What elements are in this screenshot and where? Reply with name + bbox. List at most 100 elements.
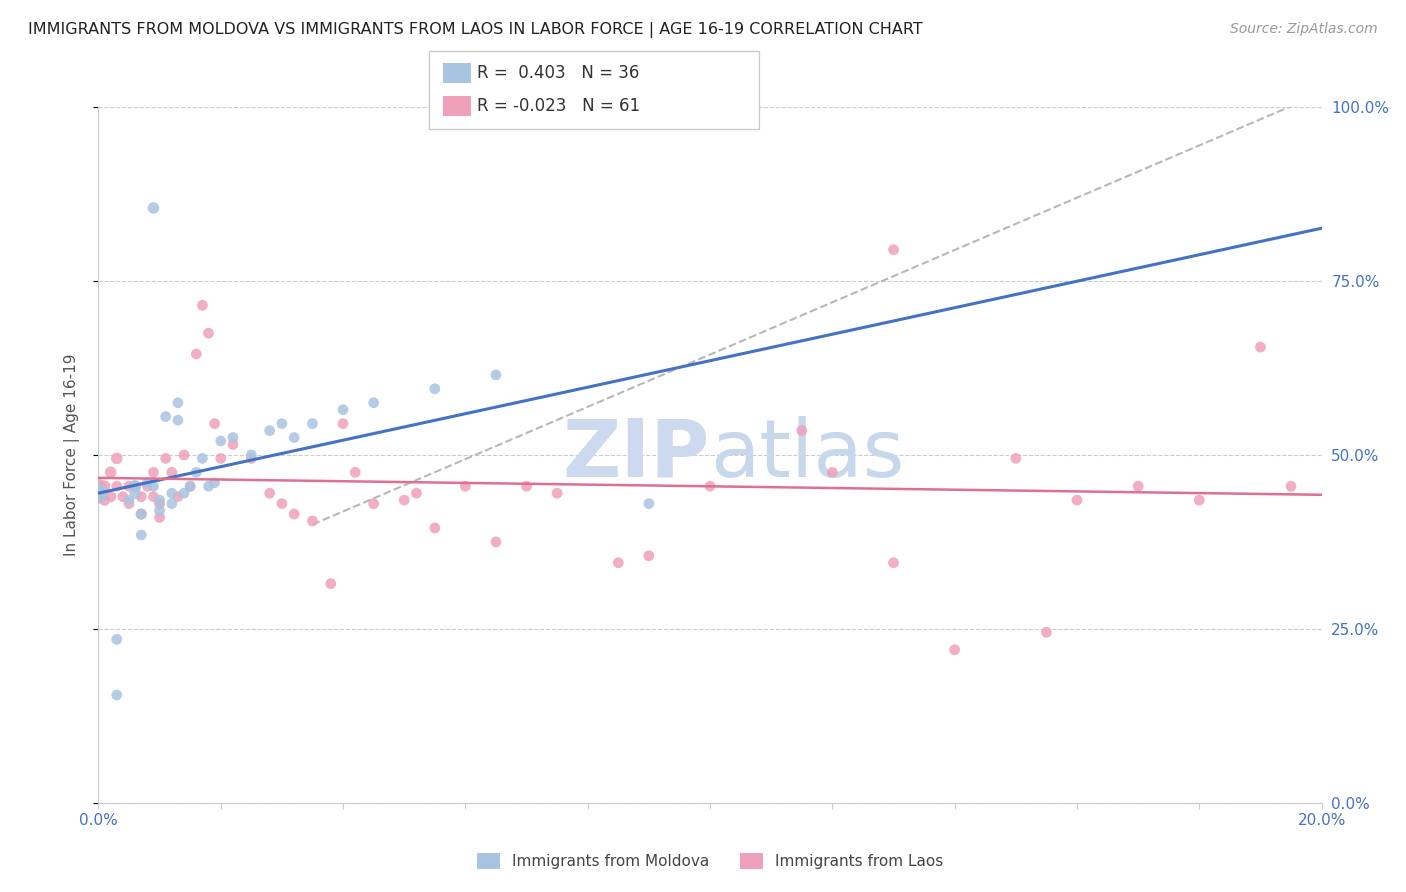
Point — [363, 497, 385, 511]
Point — [392, 493, 416, 508]
Point — [136, 475, 159, 490]
Point — [87, 479, 110, 493]
Point — [167, 413, 190, 427]
Point — [191, 298, 214, 312]
Point — [149, 503, 172, 517]
Point — [142, 201, 165, 215]
Point — [209, 451, 232, 466]
Point — [105, 688, 128, 702]
Point — [222, 431, 245, 445]
Point — [173, 486, 195, 500]
Point — [204, 475, 226, 490]
Point — [1249, 340, 1271, 354]
Point — [129, 490, 152, 504]
Text: IMMIGRANTS FROM MOLDOVA VS IMMIGRANTS FROM LAOS IN LABOR FORCE | AGE 16-19 CORRE: IMMIGRANTS FROM MOLDOVA VS IMMIGRANTS FR… — [28, 22, 922, 38]
Point — [204, 417, 226, 431]
Point — [607, 556, 630, 570]
Point — [167, 490, 190, 504]
Text: R =  0.403   N = 36: R = 0.403 N = 36 — [477, 64, 638, 82]
Text: Source: ZipAtlas.com: Source: ZipAtlas.com — [1230, 22, 1378, 37]
Point — [160, 486, 183, 500]
Point — [142, 479, 165, 493]
Point — [173, 448, 195, 462]
Point — [149, 497, 172, 511]
Point — [155, 451, 177, 466]
Point — [105, 451, 128, 466]
Point — [124, 479, 146, 493]
Point — [118, 493, 141, 508]
Point — [637, 549, 661, 563]
Point — [301, 417, 323, 431]
Point — [821, 466, 844, 480]
Point — [142, 466, 165, 480]
Point — [1004, 451, 1026, 466]
Point — [699, 479, 721, 493]
Point — [259, 424, 281, 438]
Point — [363, 396, 385, 410]
Point — [883, 556, 905, 570]
Point — [93, 493, 115, 508]
Point — [270, 497, 292, 511]
Point — [270, 417, 292, 431]
Point — [105, 479, 128, 493]
Point — [179, 479, 201, 493]
Point — [129, 507, 152, 521]
Point — [118, 497, 141, 511]
Point — [259, 486, 281, 500]
Point — [100, 490, 122, 504]
Point — [186, 466, 208, 480]
Point — [240, 451, 263, 466]
Point — [423, 382, 446, 396]
Point — [160, 497, 183, 511]
Point — [129, 507, 152, 521]
Point — [136, 479, 159, 493]
Point — [111, 490, 134, 504]
Point — [149, 510, 172, 524]
Point — [87, 490, 110, 504]
Point — [209, 434, 232, 448]
Point — [1066, 493, 1088, 508]
Text: R = -0.023   N = 61: R = -0.023 N = 61 — [477, 97, 640, 115]
Point — [332, 417, 354, 431]
Point — [1188, 493, 1211, 508]
Point — [197, 326, 219, 340]
Y-axis label: In Labor Force | Age 16-19: In Labor Force | Age 16-19 — [65, 353, 80, 557]
Point — [790, 424, 813, 438]
Point — [100, 466, 122, 480]
Point — [155, 409, 177, 424]
Point — [197, 479, 219, 493]
Legend: Immigrants from Moldova, Immigrants from Laos: Immigrants from Moldova, Immigrants from… — [471, 847, 949, 875]
Point — [344, 466, 367, 480]
Point — [167, 396, 190, 410]
Point — [240, 448, 263, 462]
Point — [93, 479, 115, 493]
Point — [332, 402, 354, 417]
Point — [149, 493, 172, 508]
Text: ZIP: ZIP — [562, 416, 710, 494]
Text: atlas: atlas — [710, 416, 904, 494]
Point — [129, 528, 152, 542]
Point — [405, 486, 427, 500]
Point — [943, 642, 966, 657]
Point — [105, 632, 128, 647]
Point — [186, 347, 208, 361]
Point — [124, 479, 146, 493]
Point — [301, 514, 323, 528]
Point — [179, 479, 201, 493]
Point — [883, 243, 905, 257]
Point — [160, 466, 183, 480]
Point — [283, 507, 305, 521]
Point — [546, 486, 568, 500]
Point — [516, 479, 538, 493]
Point — [1128, 479, 1150, 493]
Point — [1035, 625, 1057, 640]
Point — [283, 431, 305, 445]
Point — [124, 486, 146, 500]
Point — [191, 451, 214, 466]
Point — [485, 368, 508, 382]
Point — [423, 521, 446, 535]
Point — [454, 479, 477, 493]
Point — [118, 479, 141, 493]
Point — [319, 576, 342, 591]
Point — [87, 486, 110, 500]
